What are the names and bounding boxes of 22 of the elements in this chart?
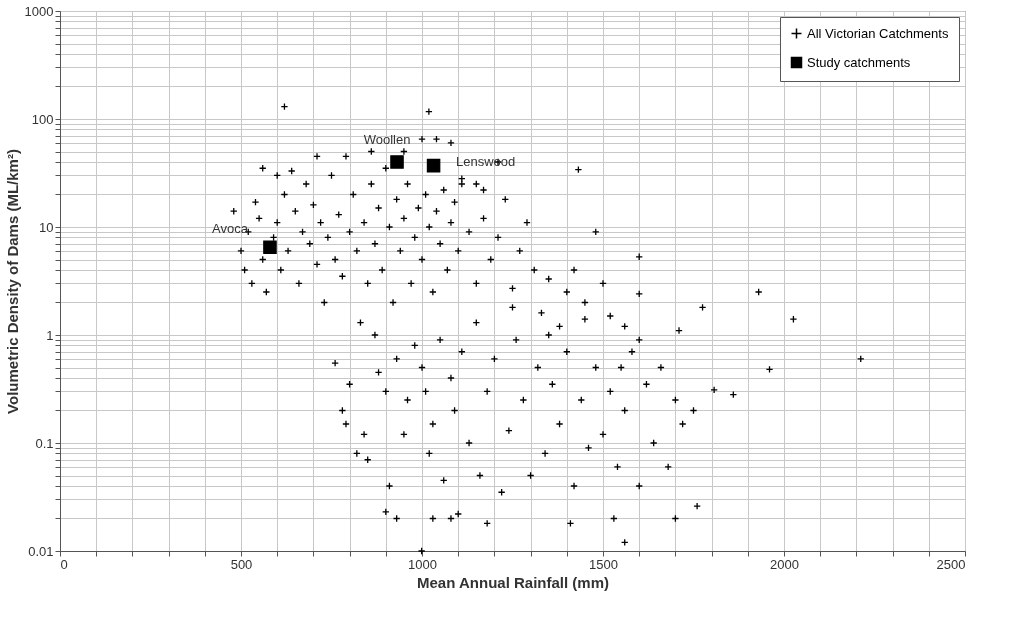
x-tick-label: 0 — [60, 556, 68, 572]
legend-label: Study catchments — [807, 54, 911, 70]
x-tick-label: 500 — [230, 556, 253, 572]
y-tick-label: 0.1 — [35, 435, 54, 451]
x-tick-label: 1500 — [589, 556, 618, 572]
point — [263, 240, 277, 254]
x-tick-label: 2500 — [936, 556, 966, 572]
y-tick-label: 10 — [39, 219, 54, 235]
y-axis-title: Volumetric Density of Dams (ML/km²) — [3, 149, 21, 414]
y-tick-label: 0.01 — [28, 543, 54, 559]
x-tick-label: 2000 — [770, 556, 799, 572]
point — [390, 155, 404, 169]
annotation: Woollen — [363, 131, 411, 147]
y-tick-label: 100 — [31, 111, 54, 127]
point — [426, 158, 441, 173]
legend-label: All Victorian Catchments — [807, 25, 949, 41]
annotation: Avoca — [212, 221, 249, 237]
y-tick-label: 1 — [46, 327, 54, 343]
annotation: Lenswood — [455, 153, 516, 169]
y-tick-label: 1000 — [24, 3, 54, 19]
x-axis-title: Mean Annual Rainfall (mm) — [417, 573, 609, 591]
x-tick-label: 1000 — [408, 556, 437, 572]
